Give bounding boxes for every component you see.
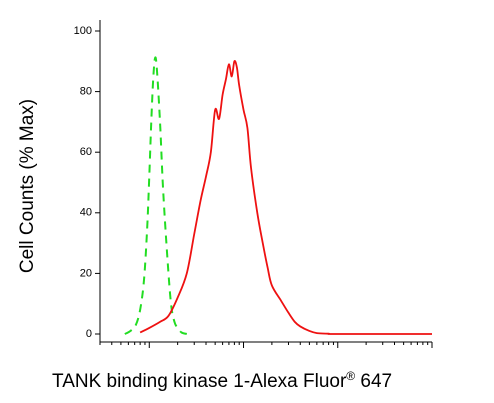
x-axis-title-tail: 647	[355, 371, 392, 392]
y-ticks: 0 20 40 60 80 100	[74, 25, 100, 340]
y-tick-label: 80	[80, 86, 92, 98]
x-axis-title-sup: ®	[346, 369, 355, 383]
y-tick-label: 60	[80, 146, 92, 158]
x-axis-title: TANK binding kinase 1-Alexa Fluor® 647	[52, 369, 392, 392]
x-ticks	[99, 342, 433, 348]
y-tick-label: 40	[80, 207, 92, 219]
plot-area	[124, 56, 433, 335]
y-tick-label: 0	[86, 328, 92, 340]
y-tick-label: 20	[80, 267, 92, 279]
sample-histogram-line	[139, 60, 433, 335]
control-histogram-line	[124, 56, 188, 335]
y-axis-title: Cell Counts (% Max)	[17, 99, 38, 273]
y-tick-label: 100	[74, 25, 92, 37]
x-axis-title-main: TANK binding kinase 1-Alexa Fluor	[52, 371, 347, 392]
